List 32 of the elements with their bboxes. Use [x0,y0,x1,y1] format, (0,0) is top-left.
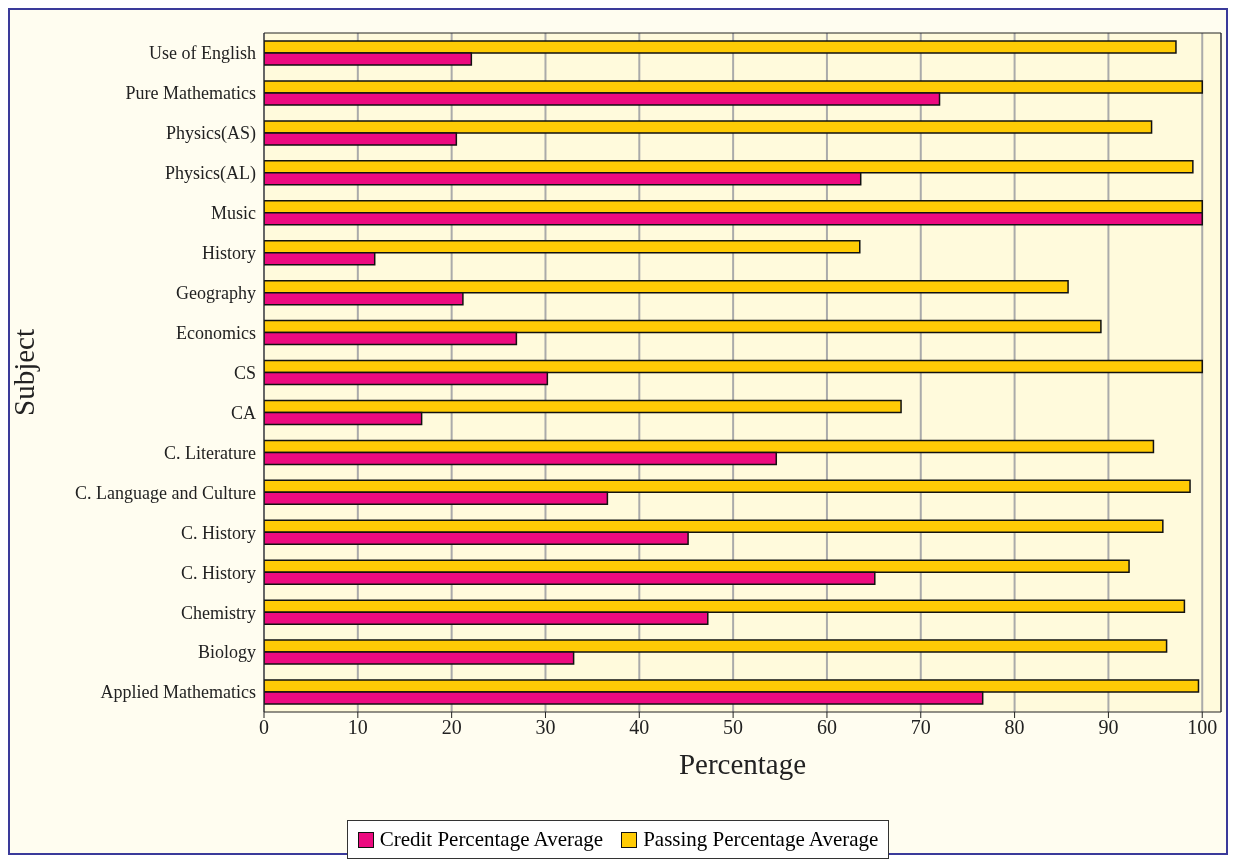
y-tick-label: CA [230,402,256,423]
y-tick-label: Applied Mathematics [100,682,256,703]
y-tick-label: Use of English [149,43,256,64]
y-tick-label: Geography [176,283,256,304]
x-tick-label: 0 [259,716,269,739]
y-tick-label: C. History [180,522,256,543]
y-tick-label: CS [233,362,256,383]
x-tick-label: 10 [347,716,368,739]
x-tick-label: 90 [1098,716,1119,739]
legend-label: Passing Percentage Average [643,827,879,852]
y-axis-title: Subject [8,329,41,416]
x-tick-label: 20 [441,716,462,739]
y-tick-label: C. Literature [164,442,256,463]
y-tick-label: Physics(AS) [165,123,256,145]
y-tick-label: Chemistry [181,602,256,623]
y-tick-label: C. History [180,562,256,583]
y-tick-label: History [202,243,256,264]
x-tick-label: 60 [816,716,837,739]
y-tick-label: Pure Mathematics [125,83,256,104]
x-tick-label: 80 [1004,716,1025,739]
y-tick-label: Economics [176,322,256,343]
x-axis-title: Percentage [678,748,807,780]
x-tick-label: 50 [723,716,744,739]
y-tick-label: Physics(AL) [165,163,256,185]
x-tick-label: 40 [629,716,650,739]
x-tick-label: 70 [910,716,931,739]
y-tick-label: Biology [197,642,256,663]
x-tick-label: 100 [1187,716,1218,739]
x-tick-label: 30 [535,716,556,739]
y-tick-label: C. Language and Culture [75,482,257,503]
legend-label: Credit Percentage Average [379,827,604,852]
y-tick-label: Music [211,203,257,224]
